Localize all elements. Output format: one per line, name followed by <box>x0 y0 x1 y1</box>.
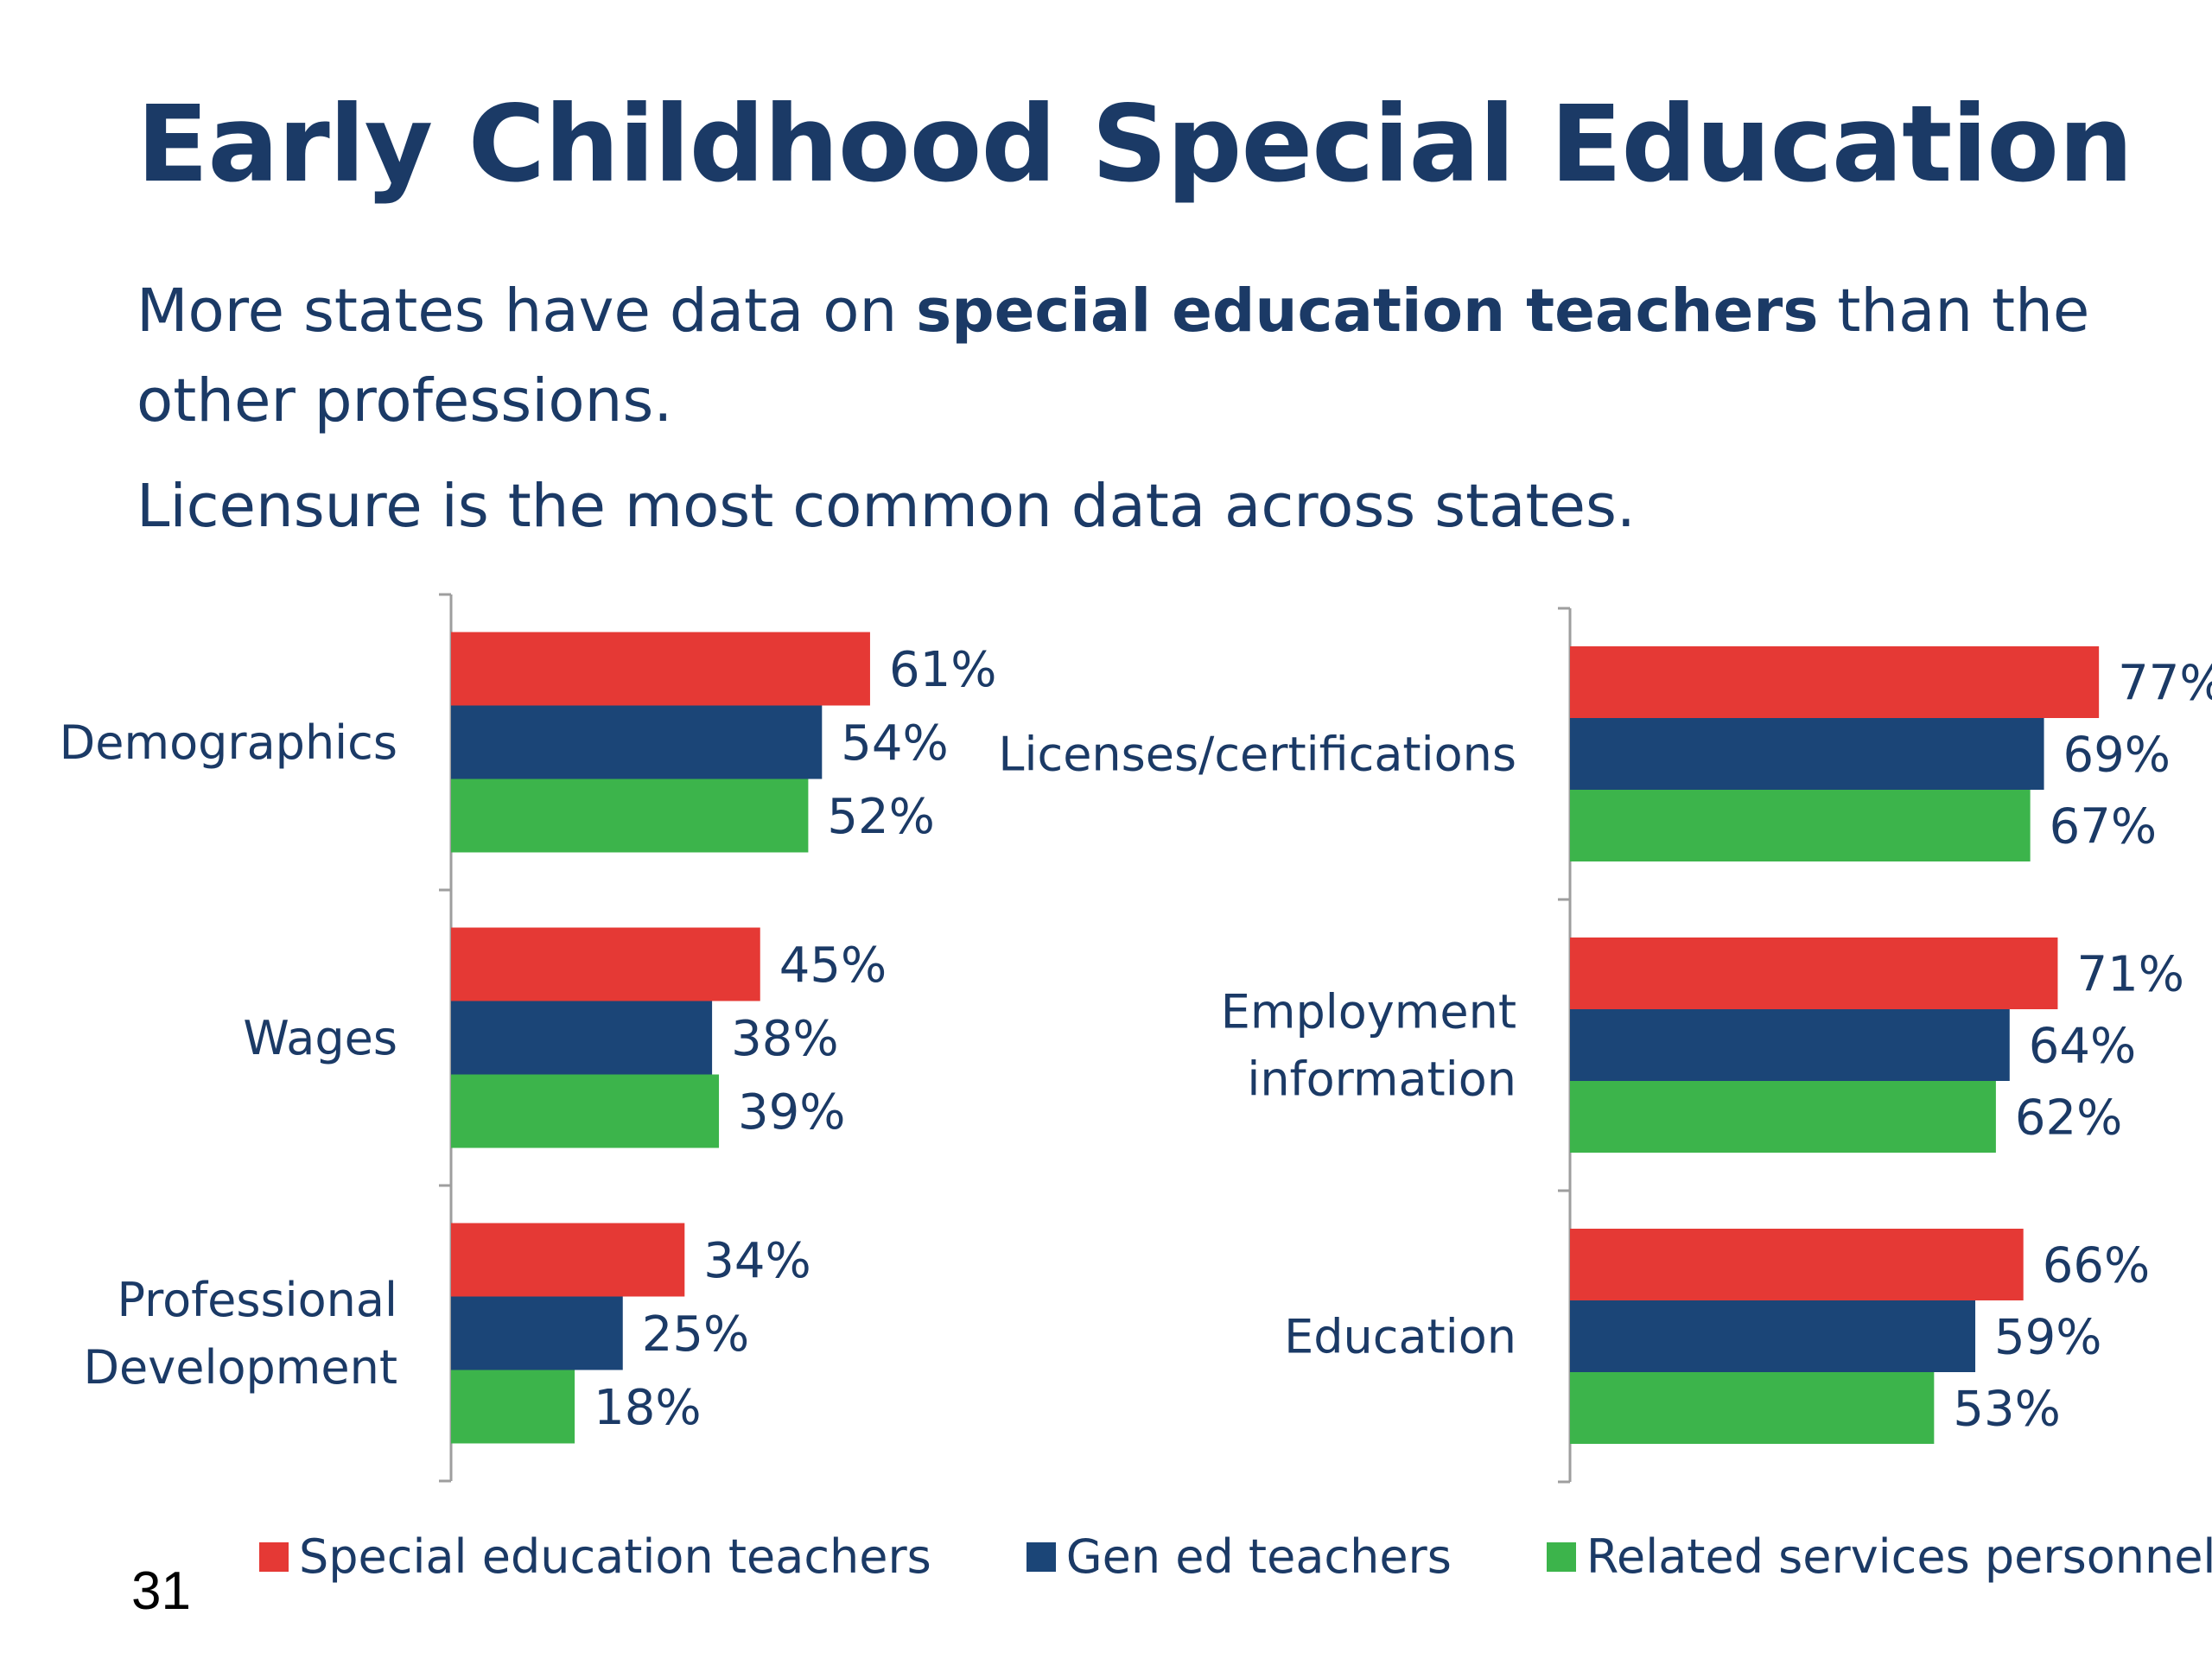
data-label: 54% <box>841 715 948 772</box>
legend-swatch <box>1026 1541 1056 1572</box>
category-label-line: information <box>1247 1052 1516 1107</box>
data-label: 59% <box>1994 1310 2101 1366</box>
bar <box>1570 1081 1996 1153</box>
data-label: 77% <box>2118 656 2212 712</box>
bar <box>451 779 809 853</box>
data-label: 18% <box>594 1380 701 1436</box>
data-label: 61% <box>889 642 996 698</box>
category-label: Wages <box>243 1011 397 1065</box>
subtitle-paragraph-2: Licensure is the most common data across… <box>137 472 1636 541</box>
data-label: 39% <box>738 1084 845 1141</box>
legend-label: Related services personnel <box>1586 1529 2212 1584</box>
legend-swatch <box>1546 1541 1576 1572</box>
category-label: Education <box>1284 1310 1516 1364</box>
category-label-line: Wages <box>243 1011 397 1065</box>
bar <box>451 1001 713 1075</box>
subtitle-text-start: More states have data on <box>137 276 917 346</box>
category-label-line: Licenses/certifications <box>998 728 1516 782</box>
category-label: Licenses/certifications <box>998 728 1516 782</box>
legend-item-gen-ed-teachers: Gen ed teachers <box>1026 1529 1452 1584</box>
category-label: Professional Development <box>83 1273 397 1395</box>
data-label: 53% <box>1953 1382 2060 1438</box>
bar <box>451 1296 623 1370</box>
bar <box>1570 790 2031 861</box>
legend-item-special-education-teachers: Special education teachers <box>259 1529 931 1584</box>
slide-title: Early Childhood Special Education <box>137 83 2133 206</box>
subtitle-paragraph-1: More states have data on special educati… <box>137 266 2107 446</box>
chart-legend: Special education teachers Gen ed teache… <box>259 1529 2212 1584</box>
data-label: 38% <box>731 1011 838 1067</box>
subtitle-bold-text: special education teachers <box>916 276 1819 346</box>
data-label: 52% <box>827 789 934 845</box>
category-label-line: Education <box>1284 1310 1516 1364</box>
category-label: Employment information <box>1221 985 1516 1107</box>
bar <box>1570 938 2058 1009</box>
bar <box>451 1223 685 1297</box>
category-label-line: Employment <box>1221 985 1516 1039</box>
legend-label: Special education teachers <box>299 1529 931 1584</box>
legend-swatch <box>259 1541 289 1572</box>
category-label-line: Professional <box>117 1273 397 1327</box>
bar <box>1570 1300 1976 1372</box>
bar <box>1570 718 2044 790</box>
data-label: 25% <box>642 1306 749 1363</box>
data-label: 69% <box>2063 728 2171 784</box>
legend-label: Gen ed teachers <box>1065 1529 1452 1584</box>
bar <box>1570 646 2100 718</box>
bar <box>1570 1229 2024 1300</box>
category-label-line: Development <box>83 1340 397 1395</box>
bar <box>451 927 760 1001</box>
bar <box>1570 1009 2010 1081</box>
data-label: 66% <box>2043 1238 2150 1294</box>
left-bar-chart: Demographics 61% 54% 52% Wages 45% 38% 39% Profe… <box>60 593 996 1483</box>
bar <box>451 632 870 706</box>
category-label: Demographics <box>60 715 397 770</box>
bar <box>1570 1372 1935 1444</box>
page-number: 31 <box>131 1561 191 1621</box>
category-label-line: Demographics <box>60 715 397 770</box>
bar <box>451 1074 720 1148</box>
data-label: 34% <box>703 1233 810 1289</box>
data-label: 45% <box>779 938 887 994</box>
subtitle-text-end: than the other professions. <box>137 276 2090 435</box>
legend-item-related-services-personnel: Related services personnel <box>1546 1529 2212 1584</box>
data-label: 67% <box>2050 799 2157 855</box>
data-label: 64% <box>2029 1019 2136 1075</box>
bar <box>451 705 823 779</box>
data-label: 62% <box>2015 1090 2122 1147</box>
data-label: 71% <box>2076 947 2183 1003</box>
bar <box>451 1370 575 1444</box>
right-bar-chart: Licenses/certifications 77% 69% 67% Employme… <box>998 607 2212 1484</box>
